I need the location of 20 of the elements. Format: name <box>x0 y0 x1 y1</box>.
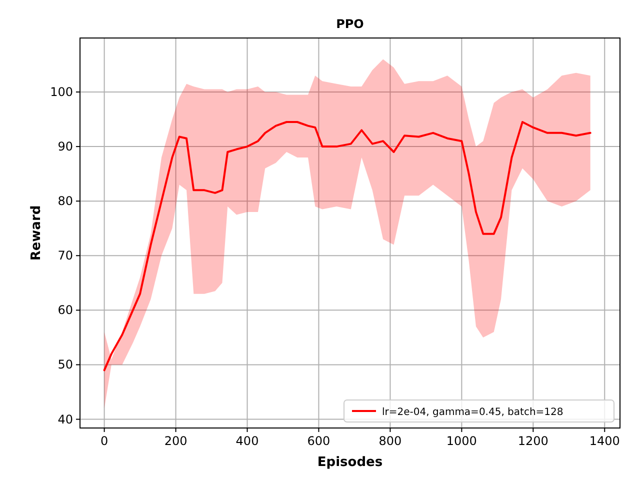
x-tick-label: 1000 <box>446 434 477 448</box>
y-tick-label: 50 <box>58 358 73 372</box>
x-axis-title: Episodes <box>317 455 383 470</box>
chart-title: PPO <box>336 17 364 31</box>
y-tick-label: 80 <box>58 194 73 208</box>
x-tick-label: 400 <box>236 434 259 448</box>
line-series <box>103 121 592 372</box>
x-tick-label: 600 <box>307 434 330 448</box>
x-tick-label: 1400 <box>589 434 620 448</box>
x-tick-label: 0 <box>100 434 108 448</box>
y-axis-title: Reward <box>29 205 44 261</box>
y-tick-label: 60 <box>58 303 73 318</box>
y-tick-label: 100 <box>50 85 73 99</box>
x-tick-label: 200 <box>164 434 188 448</box>
legend-label: lr=2e-04, gamma=0.45, batch=128 <box>382 407 564 418</box>
y-tick-label: 90 <box>58 140 73 154</box>
x-tick-label: 1200 <box>518 434 548 448</box>
y-tick-label: 70 <box>58 248 73 263</box>
x-tick-label: 800 <box>378 434 402 448</box>
y-tick-label: 40 <box>58 412 73 426</box>
